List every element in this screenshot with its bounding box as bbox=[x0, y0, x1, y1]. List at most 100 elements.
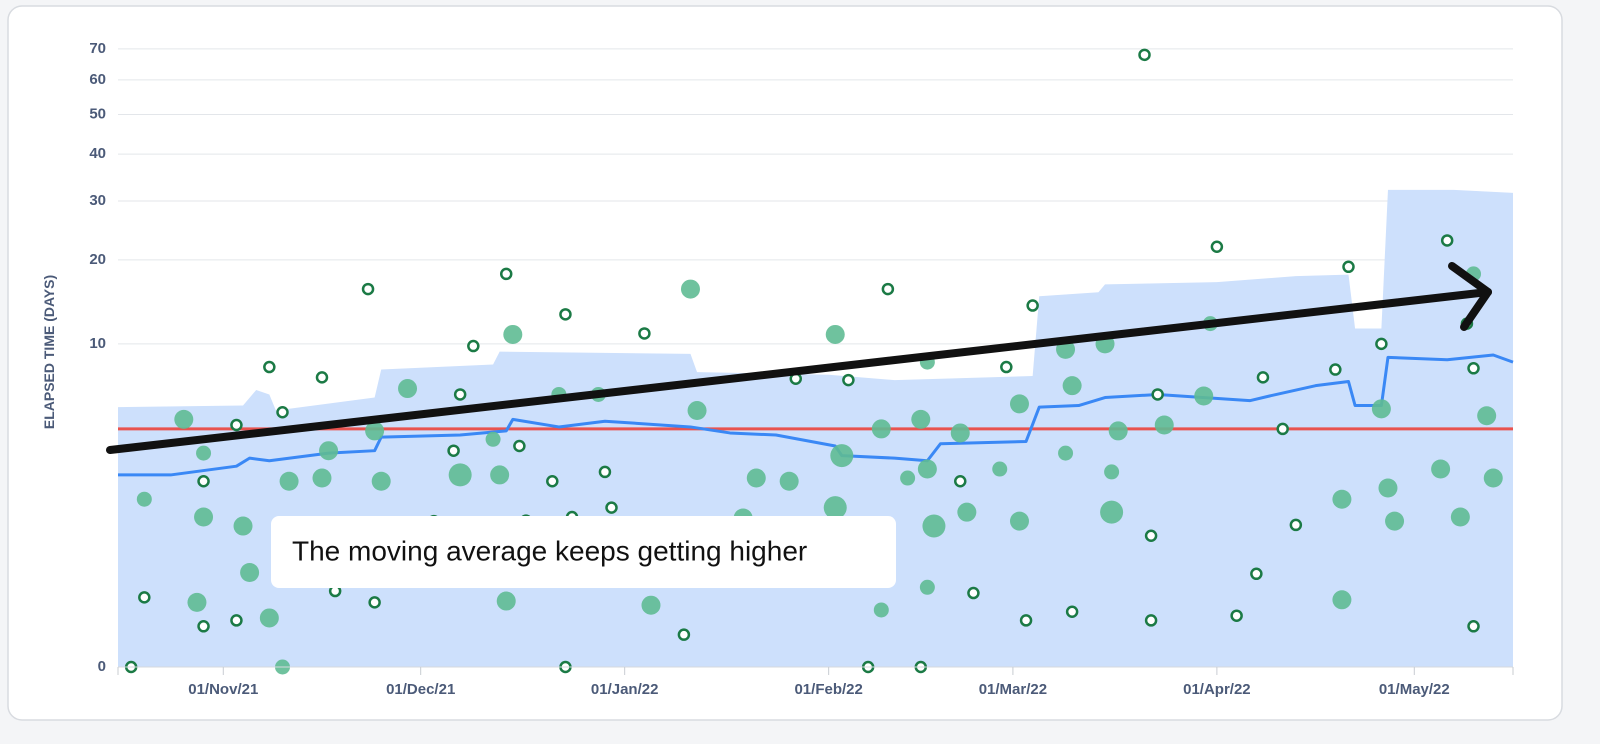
annotation-background bbox=[271, 516, 896, 588]
group-point bbox=[746, 468, 766, 488]
item-point bbox=[499, 267, 513, 281]
group-point bbox=[319, 441, 339, 461]
group-point bbox=[503, 324, 523, 344]
item-point bbox=[1276, 422, 1289, 436]
item-point bbox=[954, 474, 967, 488]
group-point bbox=[911, 409, 931, 429]
item-point bbox=[315, 371, 329, 384]
group-point bbox=[779, 471, 799, 491]
x-tick-label: 01/Apr/22 bbox=[1183, 681, 1251, 698]
y-tick-label: 40 bbox=[89, 145, 106, 162]
group-point bbox=[823, 496, 847, 520]
item-point bbox=[1256, 371, 1270, 384]
group-point bbox=[194, 507, 214, 527]
trend-arrow bbox=[106, 262, 1492, 454]
item-point bbox=[1467, 362, 1480, 375]
group-point bbox=[233, 516, 253, 536]
group-point bbox=[1100, 500, 1124, 524]
group-point bbox=[448, 463, 472, 487]
group-point bbox=[312, 468, 332, 488]
item-point bbox=[230, 614, 243, 627]
y-tick-label: 30 bbox=[89, 192, 106, 209]
group-point bbox=[1332, 489, 1352, 509]
group-point bbox=[1154, 415, 1174, 435]
group-point bbox=[1104, 464, 1120, 480]
group-point bbox=[641, 595, 661, 615]
item-point bbox=[967, 586, 980, 600]
x-tick-label: 01/Jan/22 bbox=[591, 681, 659, 698]
group-point bbox=[1371, 399, 1391, 419]
item-point bbox=[1289, 518, 1303, 532]
item-point bbox=[1144, 614, 1158, 627]
x-tick-label: 01/Feb/22 bbox=[794, 681, 862, 698]
item-point bbox=[1026, 299, 1039, 312]
y-axis-label: ELAPSED TIME (DAYS) bbox=[41, 275, 57, 429]
item-point bbox=[1000, 360, 1013, 374]
item-point bbox=[263, 360, 276, 374]
item-point bbox=[1230, 609, 1243, 622]
item-point bbox=[1138, 48, 1151, 62]
group-point bbox=[371, 471, 391, 491]
annotation-text: The moving average keeps getting higher bbox=[292, 535, 807, 566]
item-point bbox=[513, 439, 526, 453]
item-point bbox=[677, 628, 691, 641]
x-tick-label: 01/Mar/22 bbox=[979, 681, 1047, 698]
item-point bbox=[447, 444, 460, 457]
group-point bbox=[1009, 394, 1029, 414]
arrow-shaft bbox=[106, 288, 1492, 454]
x-tick-label: 01/Dec/21 bbox=[386, 681, 455, 698]
item-point bbox=[1329, 363, 1342, 376]
group-point bbox=[1477, 406, 1497, 426]
group-point bbox=[365, 421, 385, 441]
item-point bbox=[1375, 337, 1388, 351]
item-point bbox=[559, 308, 572, 321]
item-point bbox=[1065, 605, 1079, 618]
group-point bbox=[1385, 511, 1405, 531]
group-point bbox=[259, 608, 279, 628]
group-point bbox=[1332, 590, 1352, 610]
group-point bbox=[917, 459, 937, 479]
group-point bbox=[485, 431, 501, 447]
group-point bbox=[1431, 459, 1451, 479]
group-point bbox=[950, 423, 970, 443]
item-point bbox=[546, 474, 559, 488]
group-point bbox=[187, 592, 207, 612]
item-point bbox=[230, 418, 243, 432]
y-tick-label: 70 bbox=[89, 40, 106, 57]
item-point bbox=[361, 282, 375, 296]
group-point bbox=[398, 379, 418, 399]
group-point bbox=[1108, 421, 1128, 441]
y-tick-label: 50 bbox=[89, 105, 106, 122]
item-point bbox=[453, 388, 467, 401]
item-point bbox=[1467, 620, 1480, 633]
group-point bbox=[1483, 468, 1503, 488]
group-point bbox=[196, 445, 212, 461]
annotation-box: The moving average keeps getting higher bbox=[271, 516, 896, 588]
group-point bbox=[136, 491, 152, 507]
item-point bbox=[1342, 260, 1355, 274]
y-tick-label: 10 bbox=[89, 335, 106, 352]
item-point bbox=[1144, 529, 1158, 543]
axis-layer: 0 10 20 30 40 50 60 70 01/Nov/21 01/Dec/21 01/Jan/… bbox=[89, 40, 1514, 698]
item-point bbox=[138, 591, 151, 604]
y-tick-label: 0 bbox=[98, 658, 106, 675]
item-point bbox=[197, 620, 210, 633]
x-tick-label: 01/May/22 bbox=[1379, 681, 1450, 698]
y-tick-label: 60 bbox=[89, 71, 106, 88]
group-point bbox=[873, 602, 889, 618]
item-point bbox=[881, 282, 895, 296]
item-point bbox=[467, 339, 480, 353]
item-point bbox=[1440, 234, 1454, 247]
group-point bbox=[174, 409, 194, 429]
item-point bbox=[598, 465, 612, 479]
group-point bbox=[680, 279, 700, 299]
group-point bbox=[992, 461, 1008, 477]
group-point bbox=[279, 471, 299, 491]
group-point bbox=[830, 444, 854, 468]
x-tick-label: 01/Nov/21 bbox=[188, 681, 258, 698]
group-point bbox=[1062, 376, 1082, 396]
item-point bbox=[1210, 240, 1224, 253]
item-point bbox=[605, 501, 618, 514]
item-point bbox=[842, 373, 855, 387]
